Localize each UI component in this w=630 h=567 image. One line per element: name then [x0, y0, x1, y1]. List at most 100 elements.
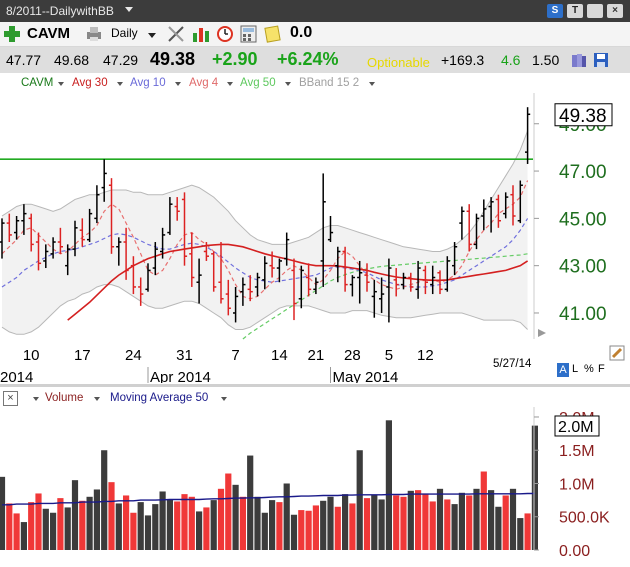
- volume-bar: [488, 490, 495, 550]
- period-label[interactable]: Daily: [111, 26, 138, 40]
- save-icon[interactable]: [593, 52, 609, 68]
- volume-bar: [254, 496, 261, 550]
- chart-style-icon[interactable]: [192, 25, 210, 43]
- volume-bar: [517, 518, 524, 550]
- legend-avg4-dropdown-icon[interactable]: [227, 82, 233, 86]
- volume-bar: [334, 506, 341, 550]
- bollinger-upper-line: [1, 130, 529, 252]
- pane-divider[interactable]: [0, 384, 630, 387]
- title-dropdown-icon[interactable]: [125, 7, 133, 12]
- x-axis-day-label: 7: [231, 347, 239, 364]
- change-readout: 0.0: [290, 24, 313, 41]
- legend-bband-dropdown-icon[interactable]: [369, 82, 375, 86]
- restore-window-icon[interactable]: [587, 4, 603, 18]
- volume-bar: [531, 425, 538, 550]
- volume-bar: [42, 508, 49, 550]
- mode-button-l[interactable]: L: [572, 363, 579, 375]
- close-pane-icon[interactable]: ×: [3, 391, 18, 406]
- legend-avg10-dropdown-icon[interactable]: [175, 82, 181, 86]
- volume-bar: [0, 476, 6, 550]
- t-menu-button[interactable]: T: [567, 4, 583, 18]
- volume-bar: [225, 473, 232, 550]
- volume-bar: [327, 496, 334, 550]
- volume-bar: [356, 450, 363, 550]
- legend-avg30-dropdown-icon[interactable]: [117, 82, 123, 86]
- s-menu-button[interactable]: S: [547, 4, 563, 18]
- volume-bar: [276, 502, 283, 550]
- volume-bar: [320, 500, 327, 550]
- legend-symbol[interactable]: CAVM: [21, 77, 54, 89]
- volume-bar: [188, 496, 195, 550]
- print-icon[interactable]: [85, 26, 103, 42]
- price-chart[interactable]: 41.0043.0045.0047.0049.0049.381017243171…: [0, 93, 630, 383]
- x-axis-day-label: 28: [344, 347, 361, 364]
- volume-bar: [64, 507, 71, 550]
- drawing-tools-icon[interactable]: [167, 25, 185, 43]
- legend-avg50[interactable]: Avg 50: [240, 77, 276, 89]
- legend-avg10[interactable]: Avg 10: [130, 77, 166, 89]
- volume-bar: [123, 495, 130, 550]
- x-axis-day-label: 21: [308, 347, 325, 364]
- volume-bar: [20, 522, 27, 550]
- pencil-icon[interactable]: [609, 345, 625, 361]
- legend-volume-dropdown-icon[interactable]: [94, 397, 100, 401]
- window-title-bar: 8/2011--DailywithBB S T ×: [0, 0, 630, 22]
- books-icon[interactable]: [571, 52, 587, 68]
- x-axis-day-label: 24: [125, 347, 142, 364]
- volume-bar: [290, 514, 298, 550]
- mode-button-a[interactable]: A: [557, 363, 569, 377]
- volume-bar: [6, 503, 13, 550]
- note-icon[interactable]: [264, 25, 282, 43]
- legend-moving-average[interactable]: Moving Average 50: [110, 392, 209, 404]
- volume-bar: [451, 504, 458, 550]
- legend-avg30[interactable]: Avg 30: [72, 77, 108, 89]
- last-price-label: 49.38: [559, 106, 607, 127]
- x-axis-day-label: 10: [23, 347, 40, 364]
- legend-bband[interactable]: BBand 15 2: [299, 77, 360, 89]
- volume-bar: [130, 512, 137, 550]
- period-dropdown-icon[interactable]: [148, 33, 156, 38]
- legend-avg4[interactable]: Avg 4: [189, 77, 219, 89]
- quote-bar: 47.77 49.68 47.29 49.38 +2.90 +6.24% Opt…: [0, 47, 630, 73]
- quote-value-2: 4.6: [501, 52, 521, 68]
- volume-bar: [312, 505, 319, 550]
- mode-button-f[interactable]: F: [598, 363, 605, 375]
- x-axis-month-label: May 2014: [333, 369, 399, 383]
- avg30-line: [67, 243, 529, 321]
- volume-bar: [261, 512, 268, 550]
- volume-bar: [247, 455, 254, 550]
- volume-bar: [115, 503, 122, 550]
- window-title: 8/2011--DailywithBB: [6, 4, 114, 18]
- volume-dropdown-icon[interactable]: [33, 397, 39, 401]
- x-axis-month-label: Apr 2014: [150, 369, 211, 383]
- volume-bar: [371, 495, 378, 550]
- calculator-icon[interactable]: [240, 25, 258, 43]
- quote-change: +2.90: [212, 49, 258, 69]
- legend-avg50-dropdown-icon[interactable]: [285, 82, 291, 86]
- avg50-line: [242, 253, 528, 340]
- quote-low: 47.29: [103, 52, 139, 68]
- alarm-clock-icon[interactable]: [216, 24, 234, 43]
- quote-value-1: +169.3: [441, 52, 485, 68]
- x-axis-day-label: 14: [271, 347, 288, 364]
- volume-bar: [108, 482, 115, 550]
- scroll-arrow-icon[interactable]: [538, 329, 546, 337]
- symbol-label[interactable]: CAVM: [27, 25, 71, 42]
- volume-bar: [400, 496, 407, 550]
- mode-button-a-label: A: [559, 364, 567, 376]
- volume-bar: [524, 513, 531, 550]
- volume-bar: [422, 493, 429, 550]
- mode-button-pct[interactable]: %: [584, 363, 594, 375]
- close-window-icon[interactable]: ×: [607, 4, 623, 18]
- x-axis-day-label: 5: [385, 347, 393, 364]
- volume-bar: [71, 480, 79, 550]
- legend-moving-average-dropdown-icon[interactable]: [221, 397, 227, 401]
- legend-symbol-dropdown-icon[interactable]: [58, 82, 64, 86]
- volume-bar: [57, 498, 64, 550]
- add-icon[interactable]: [3, 25, 21, 43]
- legend-volume[interactable]: Volume: [45, 392, 84, 404]
- last-price-box: [554, 103, 613, 127]
- volume-bar: [152, 504, 159, 550]
- volume-bar: [210, 500, 217, 550]
